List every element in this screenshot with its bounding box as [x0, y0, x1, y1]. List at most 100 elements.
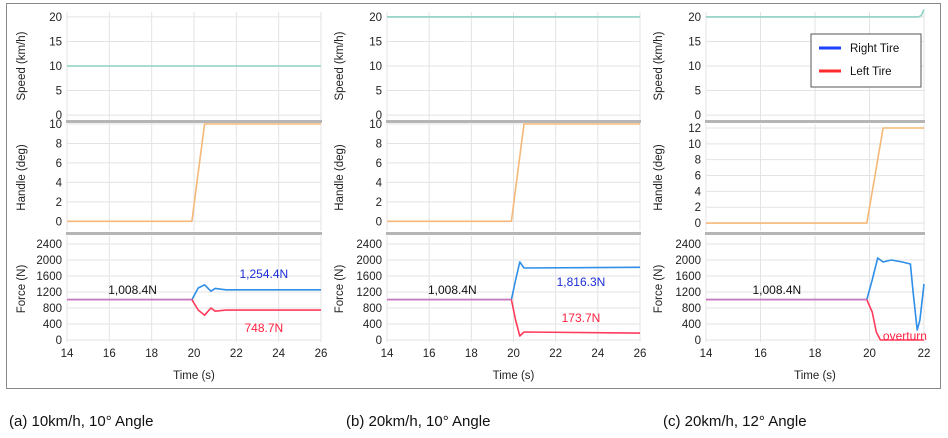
annotation-a-0: 1,008.4N — [108, 283, 157, 297]
legend-label-1: Left Tire — [850, 66, 892, 78]
x-tick-label-b-2: 18 — [465, 348, 478, 360]
x-tick-label-a-2: 18 — [145, 348, 158, 360]
subplot-separator-b-0 — [386, 120, 641, 123]
x-tick-label-c-1: 16 — [754, 348, 767, 360]
series-line-b-1-0 — [387, 123, 640, 223]
subplot-separator-a-1 — [66, 232, 322, 235]
x-tick-label-a-5: 24 — [272, 348, 285, 360]
x-tick-label-a-0: 14 — [61, 348, 74, 360]
x-tick-label-a-4: 22 — [230, 348, 243, 360]
y-tick-label-c-0-4: 20 — [688, 12, 701, 24]
y-tick-label-c-1-0: 0 — [695, 218, 701, 230]
x-tick-label-b-3: 20 — [507, 348, 520, 360]
y-tick-label-c-2-5: 2000 — [675, 255, 701, 267]
y-tick-label-b-1-4: 8 — [376, 138, 382, 150]
caption-a: (a) 10km/h, 10° Angle — [9, 413, 154, 430]
annotation-b-2: 173.7N — [562, 311, 601, 325]
x-tick-label-b-5: 24 — [591, 348, 604, 360]
y-tick-label-c-0-0: 0 — [695, 110, 701, 122]
series-line-a-2-1 — [67, 298, 321, 317]
legend-box — [810, 33, 922, 88]
y-tick-label-a-0-3: 15 — [49, 36, 62, 48]
y-tick-label-c-1-5: 10 — [688, 139, 701, 151]
y-tick-label-c-2-3: 1200 — [675, 287, 701, 299]
y-tick-label-a-2-2: 800 — [43, 303, 62, 315]
y-tick-label-c-2-4: 1600 — [675, 271, 701, 283]
y-tick-label-a-2-4: 1600 — [36, 271, 62, 283]
y-tick-label-a-0-0: 0 — [56, 110, 62, 122]
y-tick-label-c-0-2: 10 — [688, 61, 701, 73]
y-tick-label-c-1-2: 4 — [695, 186, 702, 198]
y-tick-label-b-2-6: 2400 — [356, 239, 382, 251]
y-tick-label-c-0-1: 5 — [695, 86, 701, 98]
y-tick-label-c-2-1: 400 — [682, 319, 701, 331]
y-axis-label-a-2: Force (N) — [16, 265, 28, 314]
caption-c: (c) 20km/h, 12° Angle — [663, 413, 807, 430]
y-tick-label-a-1-5: 10 — [49, 119, 62, 131]
x-tick-label-a-6: 26 — [315, 348, 328, 360]
y-tick-label-b-0-0: 0 — [376, 110, 382, 122]
y-tick-label-b-0-1: 5 — [376, 86, 382, 98]
y-tick-label-a-1-4: 8 — [56, 138, 62, 150]
y-tick-label-b-2-4: 1600 — [356, 271, 382, 283]
x-tick-label-c-0: 14 — [700, 348, 713, 360]
y-tick-label-b-1-2: 4 — [376, 177, 383, 189]
y-tick-label-b-0-3: 15 — [369, 36, 382, 48]
y-axis-label-b-2: Force (N) — [334, 265, 346, 314]
y-tick-label-b-2-3: 1200 — [356, 287, 382, 299]
annotation-a-1: 1,254.4N — [239, 267, 288, 281]
subplot-separator-c-1 — [705, 232, 925, 235]
figure-frame — [6, 3, 941, 389]
y-tick-label-a-2-0: 0 — [56, 335, 62, 347]
y-tick-label-b-2-2: 800 — [363, 303, 382, 315]
caption-b: (b) 20km/h, 10° Angle — [346, 413, 491, 430]
y-tick-label-a-1-1: 2 — [56, 197, 62, 209]
x-axis-label-a: Time (s) — [173, 370, 215, 382]
y-tick-label-a-2-6: 2400 — [36, 239, 62, 251]
y-tick-label-a-2-3: 1200 — [36, 287, 62, 299]
annotation-c-0: 1,008.4N — [752, 283, 801, 297]
annotation-a-2: 748.7N — [244, 321, 283, 335]
x-axis-label-b: Time (s) — [493, 370, 535, 382]
y-tick-label-c-1-1: 2 — [695, 202, 701, 214]
y-tick-label-b-0-4: 20 — [369, 12, 382, 24]
x-tick-label-a-1: 16 — [103, 348, 116, 360]
x-tick-label-b-6: 26 — [634, 348, 647, 360]
series-line-c-2-0 — [706, 257, 925, 331]
series-line-a-2-0 — [67, 283, 321, 301]
y-tick-label-a-2-5: 2000 — [36, 255, 62, 267]
y-tick-label-a-1-3: 6 — [56, 158, 62, 170]
y-tick-label-c-1-6: 12 — [688, 123, 701, 135]
y-tick-label-b-2-1: 400 — [363, 319, 382, 331]
y-tick-label-a-1-2: 4 — [56, 177, 63, 189]
y-tick-label-c-2-0: 0 — [695, 335, 701, 347]
y-axis-label-a-1: Handle (deg) — [16, 144, 28, 211]
x-tick-label-b-1: 16 — [423, 348, 436, 360]
y-axis-label-b-1: Handle (deg) — [334, 144, 346, 211]
annotation-b-0: 1,008.4N — [428, 283, 477, 297]
y-tick-label-b-2-5: 2000 — [356, 255, 382, 267]
x-tick-label-b-0: 14 — [381, 348, 394, 360]
y-tick-label-a-0-4: 20 — [49, 12, 62, 24]
subplot-separator-b-1 — [386, 232, 641, 235]
x-tick-label-c-2: 18 — [809, 348, 822, 360]
y-tick-label-a-2-1: 400 — [43, 319, 62, 331]
subplot-separator-a-0 — [66, 120, 322, 123]
y-axis-label-c-2: Force (N) — [653, 265, 665, 314]
y-tick-label-c-1-4: 8 — [695, 155, 701, 167]
y-axis-label-c-0: Speed (km/h) — [653, 31, 665, 100]
legend-label-0: Right Tire — [850, 43, 899, 55]
y-tick-label-a-1-0: 0 — [56, 216, 62, 228]
x-tick-label-c-3: 20 — [863, 348, 876, 360]
y-axis-label-b-0: Speed (km/h) — [334, 31, 346, 100]
x-tick-label-b-4: 22 — [549, 348, 562, 360]
y-tick-label-b-1-1: 2 — [376, 197, 382, 209]
y-tick-label-a-0-2: 10 — [49, 61, 62, 73]
series-line-a-1-0 — [67, 123, 321, 223]
series-line-c-1-0 — [706, 127, 924, 224]
subplot-separator-c-0 — [705, 120, 925, 123]
y-tick-label-c-2-2: 800 — [682, 303, 701, 315]
x-tick-label-a-3: 20 — [188, 348, 201, 360]
y-axis-label-c-1: Handle (deg) — [653, 144, 665, 211]
